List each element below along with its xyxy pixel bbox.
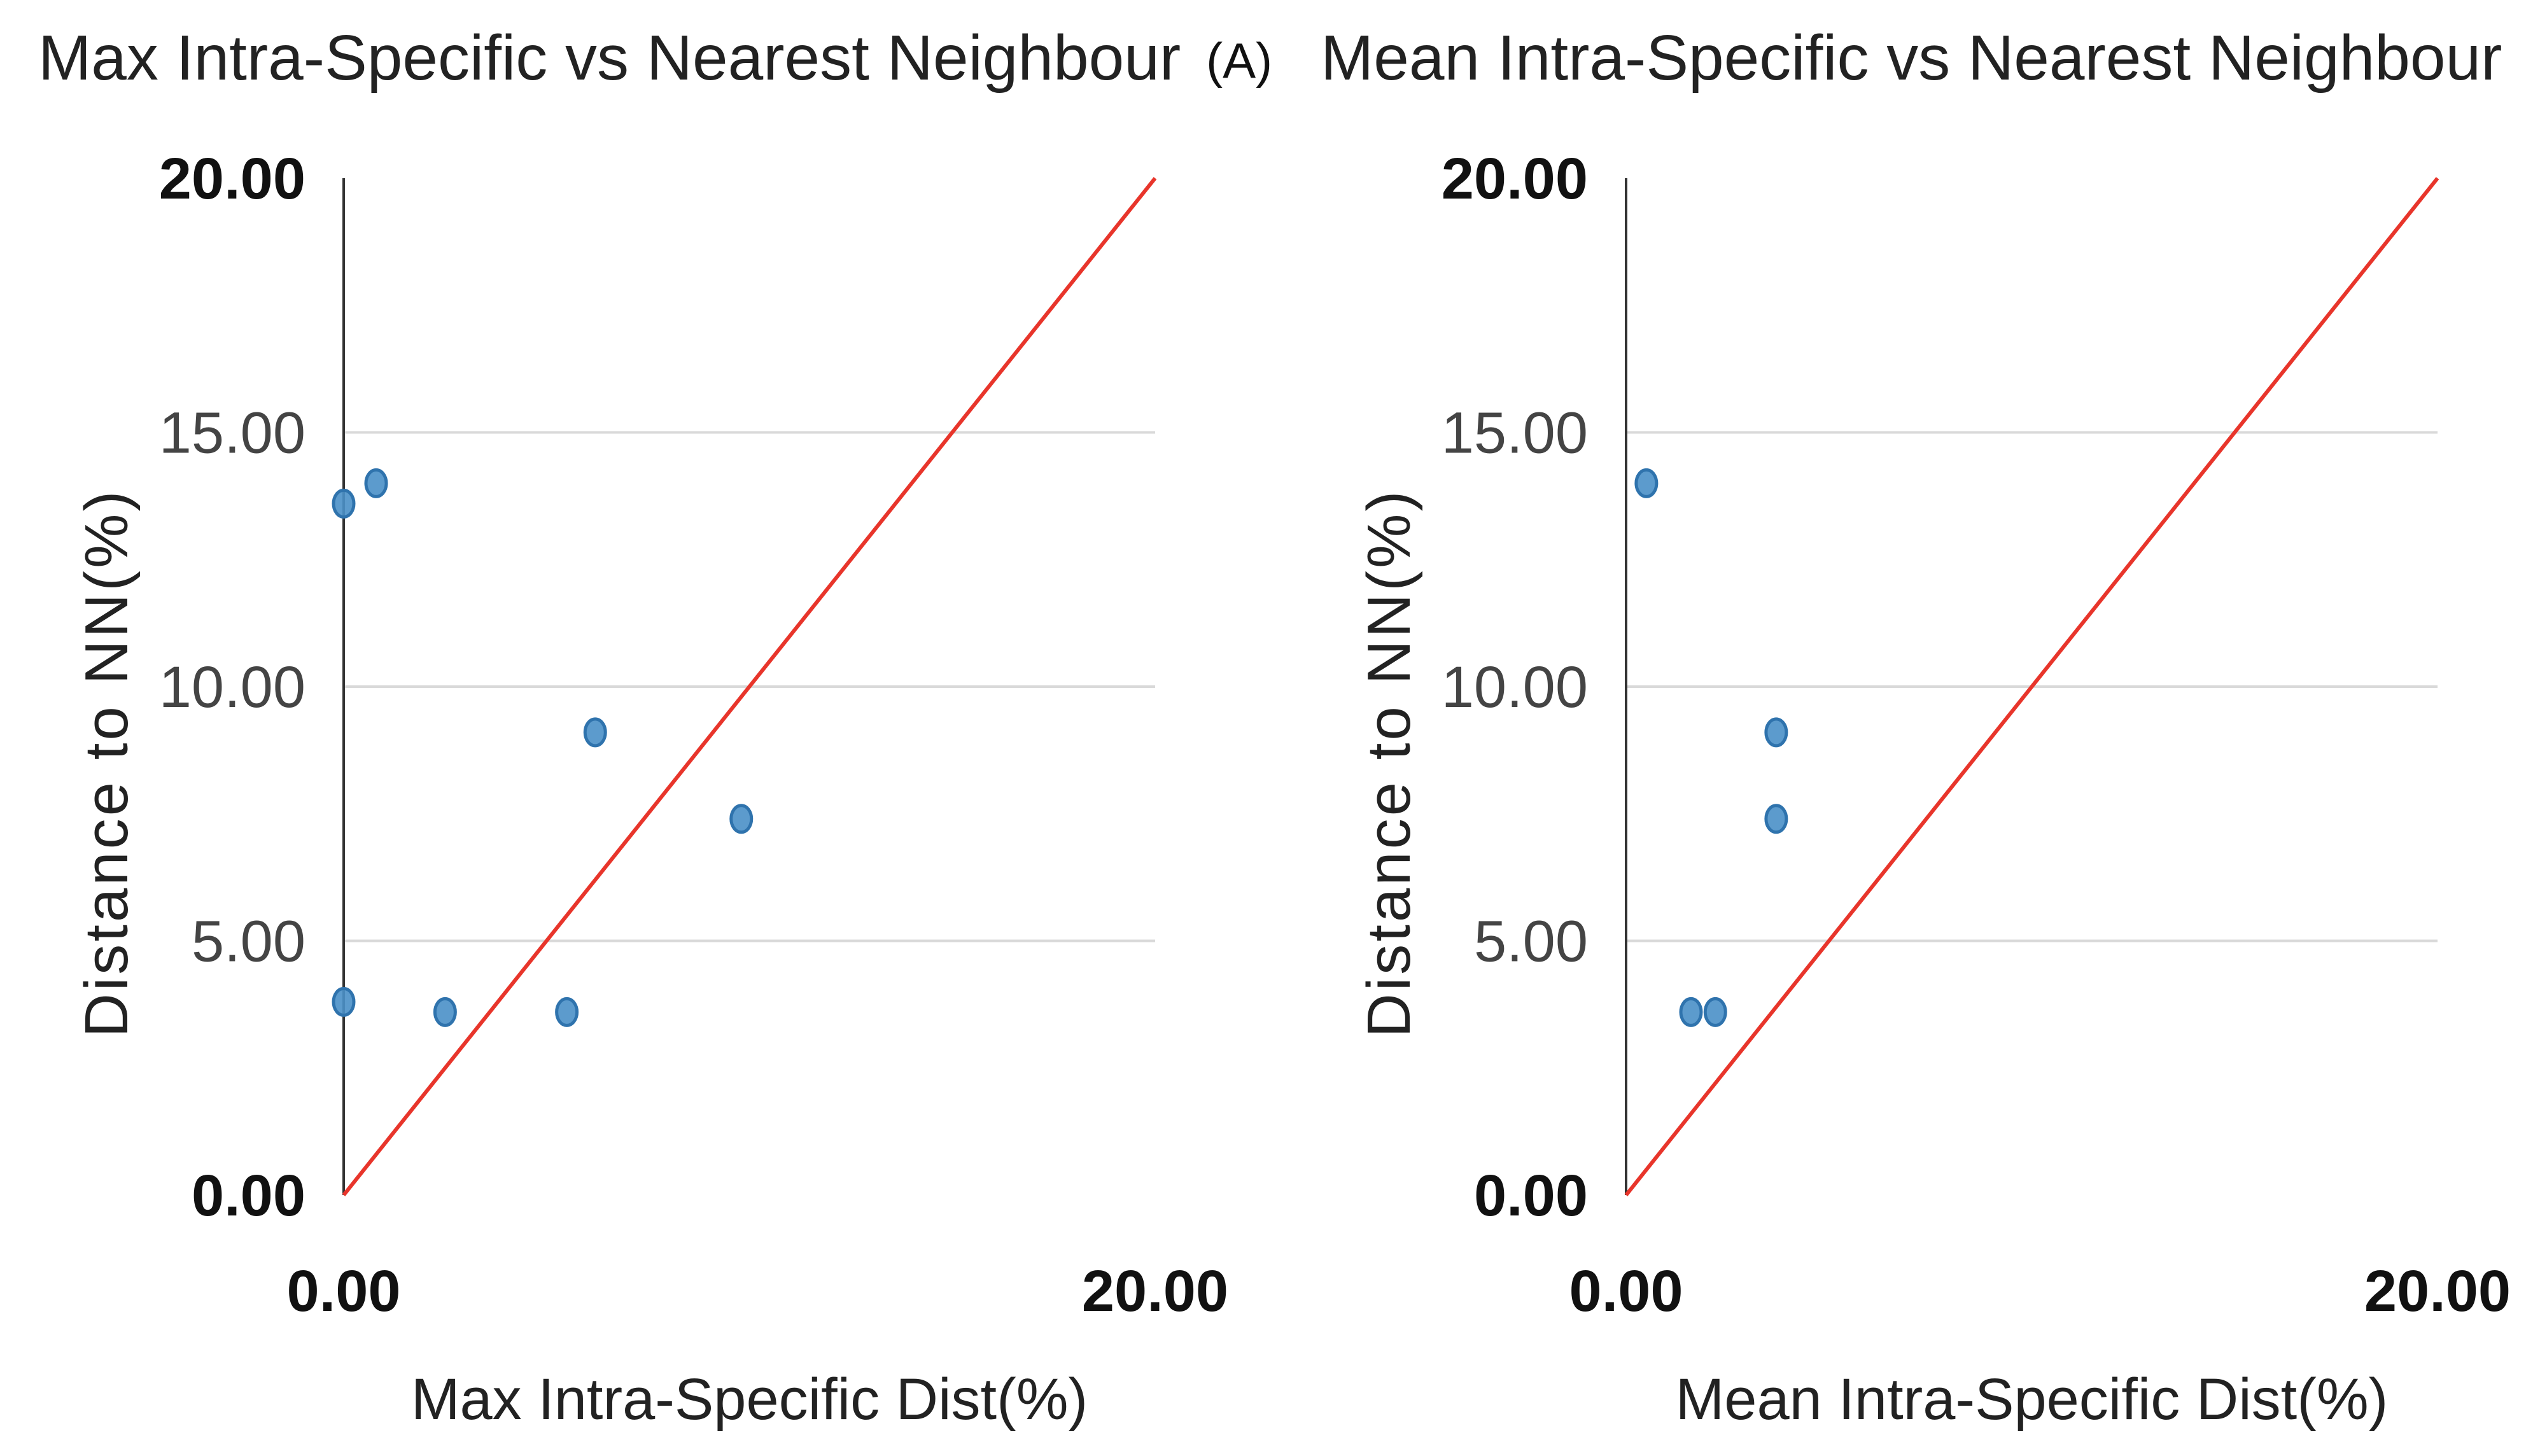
data-point [729,804,754,834]
y-tick-label: 15.00 [159,401,305,466]
data-point [1679,997,1703,1027]
data-point [332,986,356,1017]
data-point [433,997,457,1027]
reference-line-y-equals-x [1624,177,2439,1196]
y-axis-label: Distance to NN(%) [1355,489,1423,1038]
y-tick-label: 10.00 [159,655,305,720]
panel-label: (A) [1206,32,1272,88]
x-tick-label: 20.00 [2364,1259,2511,1324]
chart-panel-a: Max Intra-Specific vs Nearest Neighbour (… [38,22,1272,1432]
x-axis-label: Mean Intra-Specific Dist(%) [1676,1367,2389,1432]
y-tick-label: 5.00 [192,909,305,974]
data-point [555,997,579,1027]
data-point [583,717,607,748]
data-point [1764,804,1788,834]
data-point [1764,717,1788,748]
chart-panel-b: Mean Intra-Specific vs Nearest Neighbour… [1321,22,2511,1432]
data-point [332,488,356,519]
data-point [1703,997,1727,1027]
chart-title: Mean Intra-Specific vs Nearest Neighbour [1321,22,2502,94]
y-tick-label: 5.00 [1474,909,1588,974]
x-tick-label: 20.00 [1082,1259,1228,1324]
chart-title: Max Intra-Specific vs Nearest Neighbour [38,22,1181,94]
y-tick-label: 20.00 [159,146,305,211]
data-point [1634,468,1659,498]
x-axis-label: Max Intra-Specific Dist(%) [411,1367,1088,1432]
y-tick-label: 20.00 [1442,146,1588,211]
y-tick-label: 0.00 [192,1163,305,1228]
y-tick-label: 0.00 [1474,1163,1588,1228]
y-tick-label: 10.00 [1442,655,1588,720]
data-point [364,468,388,498]
y-tick-label: 15.00 [1442,401,1588,466]
y-axis-label: Distance to NN(%) [73,489,141,1038]
x-tick-label: 0.00 [1569,1259,1683,1324]
reference-line-y-equals-x [342,177,1157,1196]
x-tick-label: 0.00 [286,1259,400,1324]
